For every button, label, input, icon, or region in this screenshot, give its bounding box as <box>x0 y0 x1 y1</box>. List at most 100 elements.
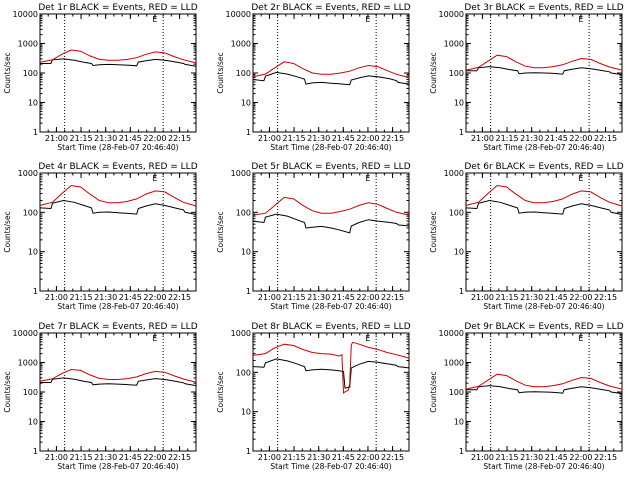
lld-series-line <box>39 49 197 64</box>
x-tick-label: 21:30 <box>94 293 117 302</box>
x-axis-label: Start Time (28-Feb-07 20:46:40) <box>57 143 178 152</box>
x-tick-label: 22:00 <box>356 453 379 462</box>
x-tick-label: 21:30 <box>307 293 330 302</box>
x-tick-label: 21:00 <box>45 453 68 462</box>
x-tick-label: 22:15 <box>168 453 191 462</box>
x-tick-label: 21:00 <box>471 453 494 462</box>
y-tick-label: 100 <box>449 388 464 397</box>
y-tick-label: 10000 <box>439 329 464 338</box>
y-tick-label: 10000 <box>13 10 38 19</box>
x-tick-label: 21:00 <box>471 134 494 143</box>
x-tick-label: 21:00 <box>258 134 281 143</box>
lld-series-line <box>465 54 623 71</box>
y-tick-label: 10000 <box>226 10 251 19</box>
detector-panel-4: Det 4r BLACK = Events, RED = LLD E 1 10 100 1… <box>3 162 198 311</box>
y-tick-label: 100 <box>236 69 251 78</box>
detector-panel-3: Det 3r BLACK = Events, RED = LLD E 1 10 100 1… <box>429 3 624 152</box>
events-series-line <box>40 58 197 67</box>
x-tick-label: 22:00 <box>569 453 592 462</box>
x-tick-label: 21:30 <box>94 134 117 143</box>
y-tick-label: 100 <box>23 69 38 78</box>
plot-frame <box>39 332 197 452</box>
x-axis-label: Start Time (28-Feb-07 20:46:40) <box>57 302 178 311</box>
y-tick-label: 10 <box>28 248 38 257</box>
x-tick-label: 21:15 <box>283 134 306 143</box>
x-tick-label: 21:15 <box>70 453 93 462</box>
events-series-line <box>39 199 197 215</box>
panel-title: Det 3r BLACK = Events, RED = LLD <box>464 3 623 13</box>
x-tick-label: 22:15 <box>594 453 617 462</box>
detector-panel-5: Det 5r BLACK = Events, RED = LLD E 1 10 100 1… <box>216 162 411 311</box>
detector-panel-6: Det 6r BLACK = Events, RED = LLD E 1 10 100 1… <box>429 162 624 311</box>
x-tick-label: 22:00 <box>356 293 379 302</box>
x-tick-label: 22:00 <box>143 293 166 302</box>
x-tick-label: 22:15 <box>594 134 617 143</box>
x-tick-label: 22:15 <box>594 293 617 302</box>
x-tick-label: 21:30 <box>307 134 330 143</box>
lld-series-line <box>252 61 410 79</box>
y-tick-label: 1000 <box>18 40 38 49</box>
x-axis-label: Start Time (28-Feb-07 20:46:40) <box>270 462 391 471</box>
x-tick-label: 21:45 <box>119 453 142 462</box>
events-series-line <box>252 358 410 389</box>
y-tick-label: 1 <box>33 128 38 137</box>
x-axis-label: Start Time (28-Feb-07 20:46:40) <box>483 143 604 152</box>
y-tick-label: 10000 <box>439 10 464 19</box>
y-tick-label: 1 <box>246 128 251 137</box>
y-tick-label: 100 <box>449 69 464 78</box>
x-tick-label: 21:00 <box>45 134 68 143</box>
y-tick-label: 10 <box>454 418 464 427</box>
corner-mark: E <box>152 15 157 24</box>
lld-series-line <box>465 373 623 390</box>
x-tick-label: 21:30 <box>94 453 117 462</box>
x-tick-label: 21:30 <box>520 293 543 302</box>
detector-panel-2: Det 2r BLACK = Events, RED = LLD E 1 10 100 1… <box>216 3 411 152</box>
events-series-line <box>466 66 623 76</box>
plot-frame <box>252 172 410 292</box>
y-tick-label: 10 <box>28 99 38 108</box>
y-axis-label: Counts/sec <box>216 371 225 412</box>
x-tick-label: 21:15 <box>283 453 306 462</box>
x-tick-label: 21:30 <box>520 134 543 143</box>
x-tick-label: 21:15 <box>283 293 306 302</box>
y-tick-label: 1 <box>246 287 251 296</box>
plot-frame <box>252 13 410 133</box>
x-tick-label: 22:00 <box>356 134 379 143</box>
y-axis-label: Counts/sec <box>3 371 12 412</box>
y-tick-label: 1000 <box>18 169 38 178</box>
plot-frame <box>465 172 623 292</box>
x-tick-label: 21:15 <box>496 453 519 462</box>
x-tick-label: 21:30 <box>307 453 330 462</box>
events-series-line <box>466 385 623 395</box>
x-tick-label: 21:45 <box>545 134 568 143</box>
lld-series-line <box>39 368 197 383</box>
x-tick-label: 22:00 <box>143 134 166 143</box>
y-tick-label: 1 <box>33 287 38 296</box>
plot-frame <box>252 332 410 452</box>
corner-mark: E <box>365 15 370 24</box>
panel-title: Det 9r BLACK = Events, RED = LLD <box>464 322 623 332</box>
corner-mark: E <box>578 15 583 24</box>
y-tick-label: 100 <box>23 388 38 397</box>
x-axis-label: Start Time (28-Feb-07 20:46:40) <box>483 302 604 311</box>
y-tick-label: 1000 <box>231 329 251 338</box>
y-tick-label: 1000 <box>444 359 464 368</box>
y-tick-label: 1000 <box>444 40 464 49</box>
detector-panel-1: Det 1r BLACK = Events, RED = LLD E 1 10 100 1… <box>3 3 198 152</box>
panel-title: Det 2r BLACK = Events, RED = LLD <box>251 3 410 13</box>
lld-series-line <box>39 184 197 207</box>
x-tick-label: 22:15 <box>381 134 404 143</box>
y-tick-label: 1000 <box>231 40 251 49</box>
y-tick-label: 10 <box>454 99 464 108</box>
y-tick-label: 100 <box>449 208 464 217</box>
detector-panel-7: Det 7r BLACK = Events, RED = LLD E 1 10 100 1… <box>3 322 198 471</box>
panel-title: Det 5r BLACK = Events, RED = LLD <box>251 162 410 172</box>
x-tick-label: 21:00 <box>258 453 281 462</box>
y-axis-label: Counts/sec <box>429 371 438 412</box>
y-axis-label: Counts/sec <box>429 211 438 252</box>
x-tick-label: 21:15 <box>70 134 93 143</box>
events-series-line <box>252 71 410 86</box>
y-tick-label: 10 <box>454 248 464 257</box>
panel-title: Det 6r BLACK = Events, RED = LLD <box>464 162 623 172</box>
x-tick-label: 22:15 <box>168 134 191 143</box>
